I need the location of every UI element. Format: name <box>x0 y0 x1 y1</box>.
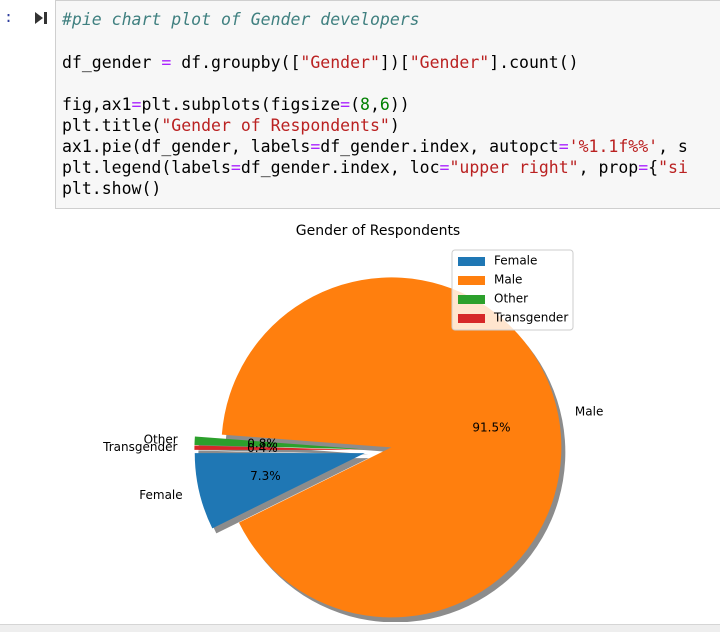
legend-swatch <box>458 257 485 266</box>
legend-swatch <box>458 295 485 304</box>
value-label: 0.8% <box>247 437 278 451</box>
wedge <box>194 453 365 529</box>
legend-swatch <box>458 276 485 285</box>
code-cell: : #pie chart plot of Gender developers df… <box>0 0 720 209</box>
code-line: plt.title("Gender of Respondents") <box>62 116 400 135</box>
legend-swatch <box>458 314 485 323</box>
code-line: plt.show() <box>62 179 162 198</box>
category-label: Female <box>139 488 182 502</box>
value-label: 7.3% <box>250 469 281 483</box>
category-label: Transgender <box>102 440 177 454</box>
wedge <box>221 277 562 618</box>
run-button[interactable] <box>34 10 48 26</box>
legend-label: Female <box>494 254 537 268</box>
wedge <box>194 445 365 450</box>
cell-prompt: : <box>4 8 14 26</box>
code-line: df_gender = df.groupby(["Gender"])["Gend… <box>62 53 579 72</box>
chart-title: Gender of Respondents <box>296 223 460 239</box>
legend-frame <box>451 249 574 331</box>
legend-label: Male <box>494 273 522 287</box>
value-label: 0.4% <box>247 441 278 455</box>
wedge <box>194 436 365 450</box>
category-label: Male <box>575 404 603 418</box>
code-line: #pie chart plot of Gender developers <box>62 10 420 29</box>
code-editor[interactable]: #pie chart plot of Gender developers df_g… <box>55 0 720 209</box>
scroll-edge <box>0 624 720 632</box>
code-line: ax1.pie(df_gender, labels=df_gender.inde… <box>62 137 688 156</box>
legend: Female Male Other Transgender <box>451 249 574 331</box>
code-line: plt.legend(labels=df_gender.index, loc="… <box>62 158 688 177</box>
category-label: Other <box>144 432 178 446</box>
code-line: fig,ax1=plt.subplots(figsize=(8,6)) <box>62 95 410 114</box>
legend-label: Transgender <box>493 311 568 325</box>
value-label: 91.5% <box>472 420 510 434</box>
chart-output: Gender of Respondents Female 7.3% Male 91.5… <box>102 223 603 622</box>
legend-label: Other <box>494 292 528 306</box>
